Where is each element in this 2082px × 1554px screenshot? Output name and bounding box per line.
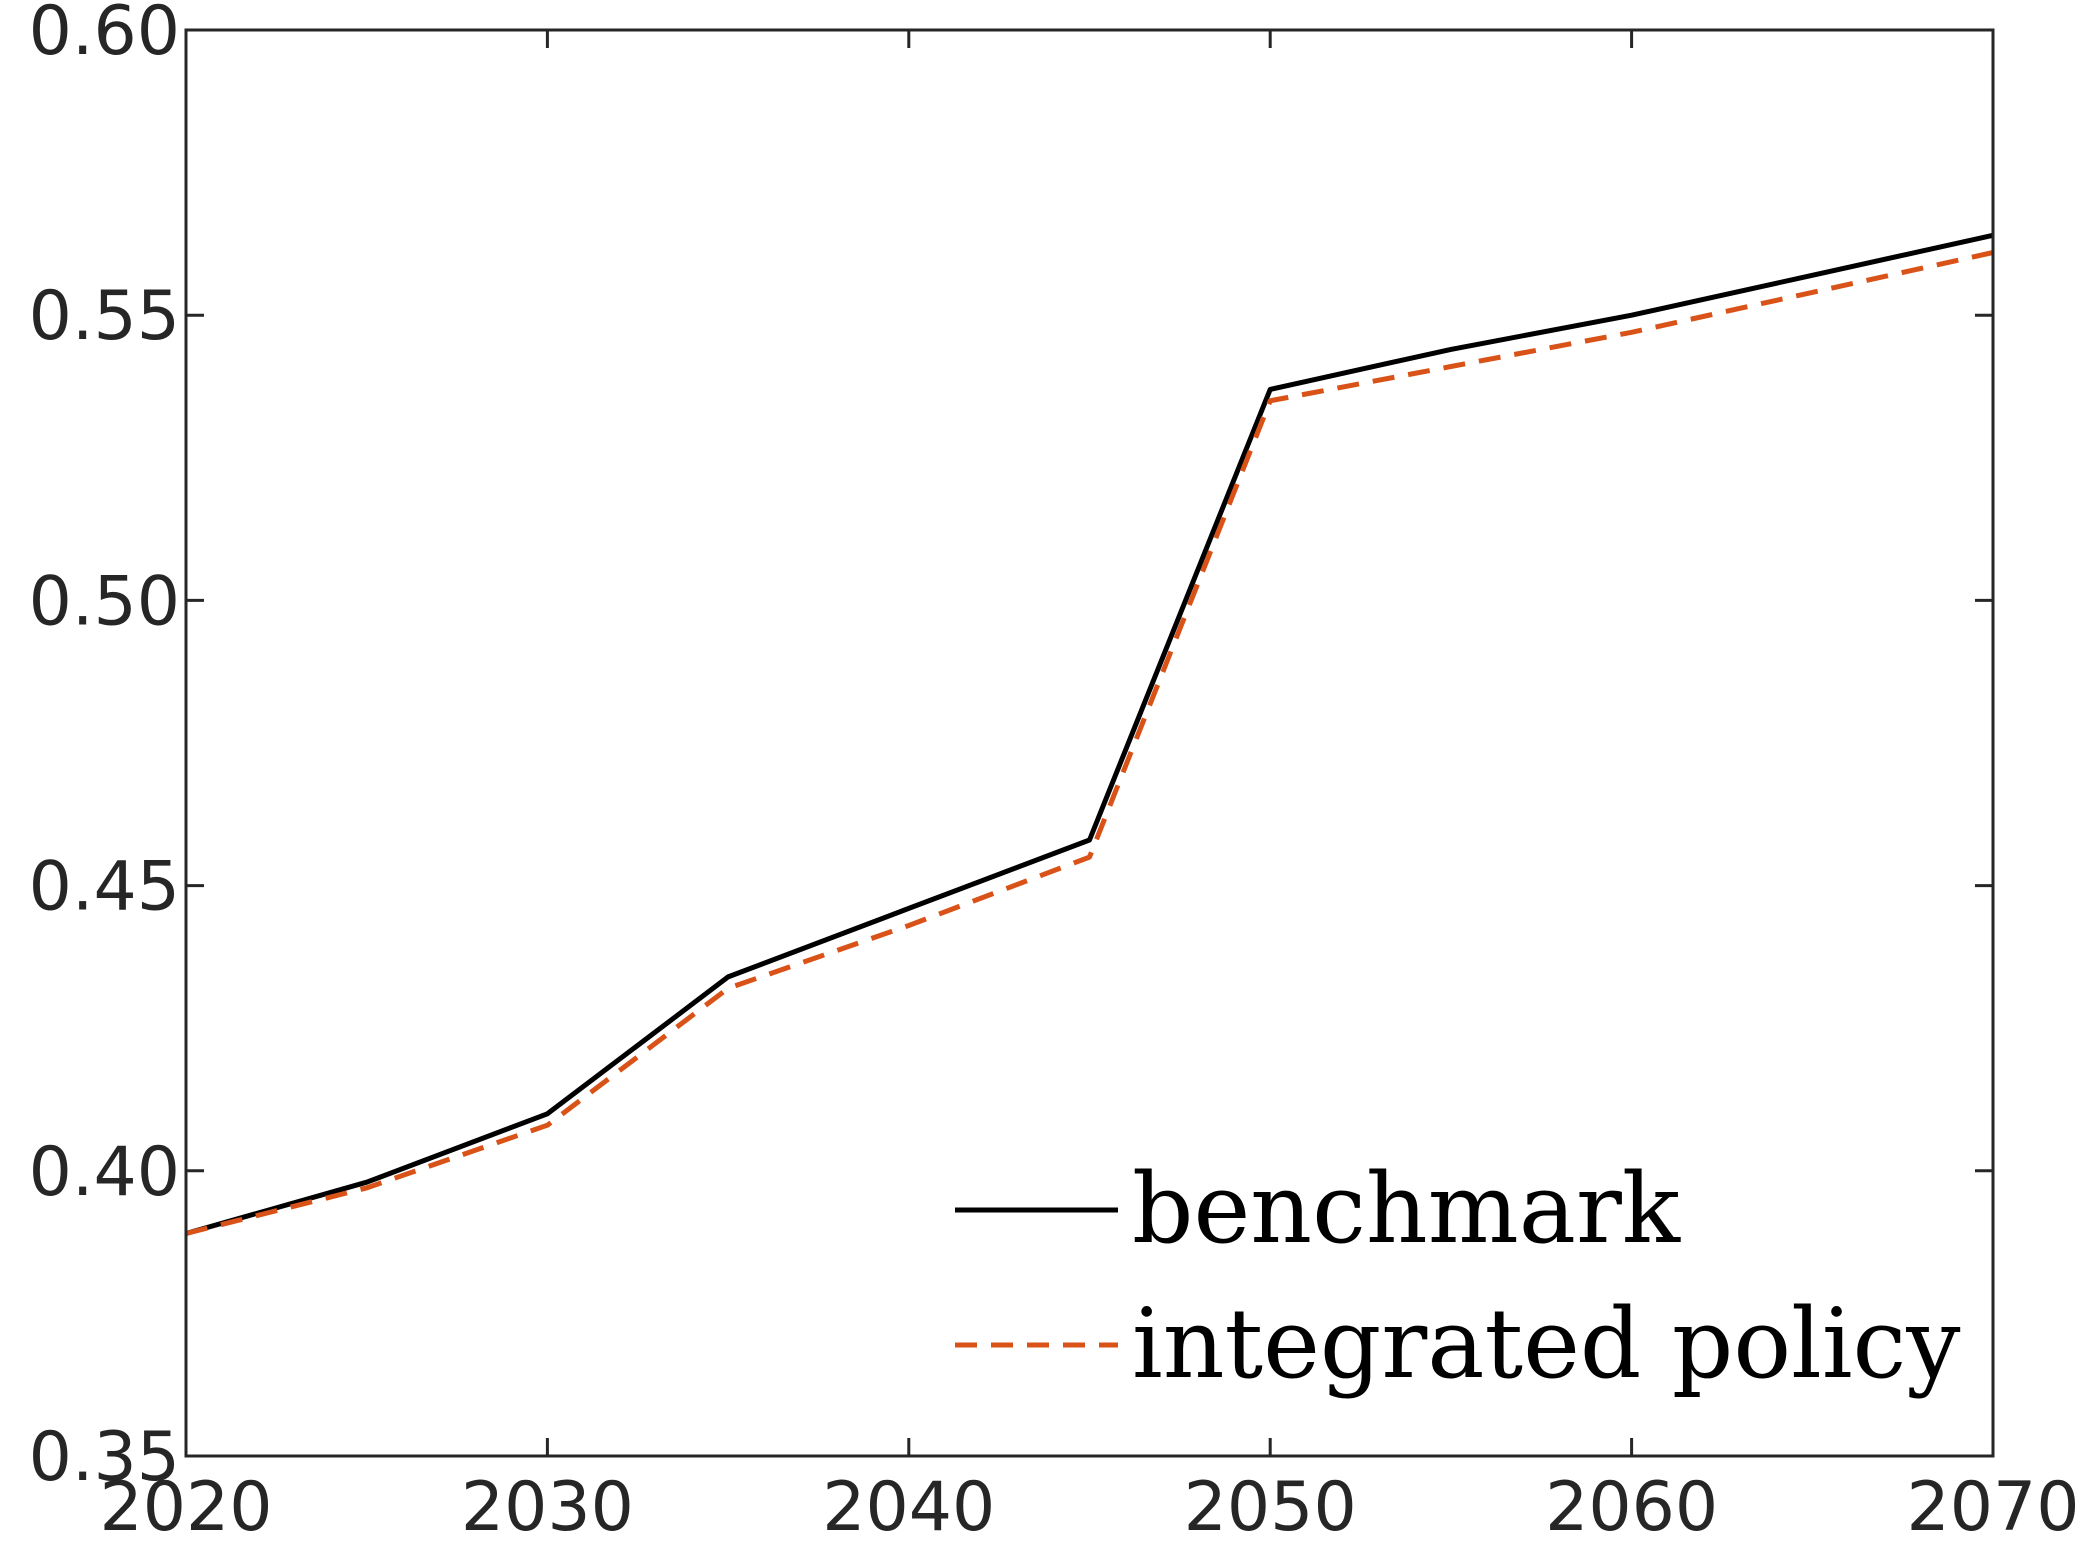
y-axis-tick-labels: 0.35 0.40 0.45 0.50 0.55 0.60 xyxy=(29,0,180,1497)
y-tick-label: 0.50 xyxy=(29,562,180,641)
series-line-benchmark xyxy=(185,232,1994,1236)
legend-label-benchmark: benchmark xyxy=(1132,1153,1681,1265)
x-tick-label: 2020 xyxy=(99,1468,272,1547)
x-tick-label: 2040 xyxy=(822,1468,995,1547)
axes-box xyxy=(184,28,1995,1458)
y-tick-label: 0.40 xyxy=(29,1133,180,1212)
x-axis-tick-labels: 2020 2030 2040 2050 2060 2070 xyxy=(99,1468,2079,1547)
legend-label-integrated-policy: integrated policy xyxy=(1132,1288,1961,1400)
y-tick-label: 0.35 xyxy=(29,1418,180,1497)
plot-area xyxy=(185,232,1994,1236)
legend: benchmark integrated policy xyxy=(955,1153,1961,1400)
y-tick-label: 0.45 xyxy=(29,848,180,927)
x-tick-label: 2070 xyxy=(1906,1468,2079,1547)
y-tick-label: 0.55 xyxy=(29,277,180,356)
x-tick-label: 2060 xyxy=(1545,1468,1718,1547)
y-tick-label: 0.60 xyxy=(29,0,180,71)
x-tick-label: 2050 xyxy=(1184,1468,1357,1547)
series-line-integrated-policy xyxy=(185,250,1994,1236)
x-tick-label: 2030 xyxy=(461,1468,634,1547)
